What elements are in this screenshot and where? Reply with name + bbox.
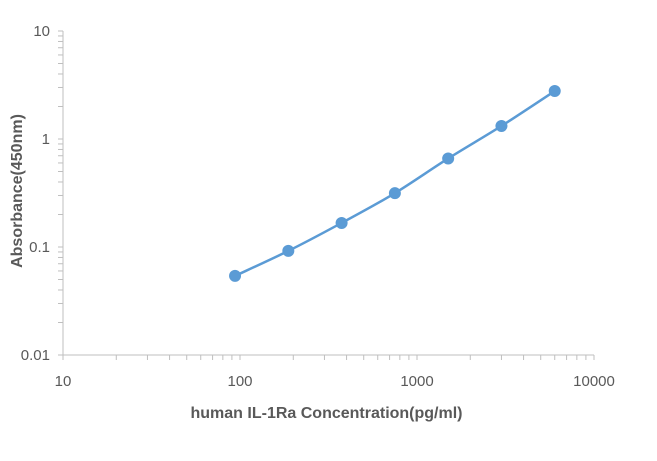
data-point: [229, 269, 242, 282]
data-point: [442, 152, 455, 165]
tick-labels: 0.01 0.1 1 10 10 100 1000 10000: [21, 23, 615, 390]
data-point: [548, 85, 561, 98]
series-layer: [229, 85, 561, 282]
y-axis-title: Absorbance(450nm): [9, 114, 26, 268]
y-tick-label: 0.01: [21, 347, 50, 364]
y-tick-label: 10: [33, 23, 50, 40]
data-point: [335, 216, 348, 229]
x-tick-label: 1000: [400, 373, 433, 390]
data-point: [495, 119, 508, 132]
data-point: [388, 187, 401, 200]
x-tick-label: 10: [55, 373, 72, 390]
y-tick-label: 1: [42, 131, 50, 148]
x-tick-label: 10000: [573, 373, 615, 390]
x-axis-title: human IL-1Ra Concentration(pg/ml): [191, 405, 463, 422]
y-axis-minor-ticks: [58, 30, 63, 356]
data-point: [282, 244, 295, 257]
y-tick-label: 0.1: [29, 239, 50, 256]
x-tick-label: 100: [227, 373, 252, 390]
x-axis-minor-ticks: [62, 355, 595, 360]
axes: [58, 30, 595, 360]
